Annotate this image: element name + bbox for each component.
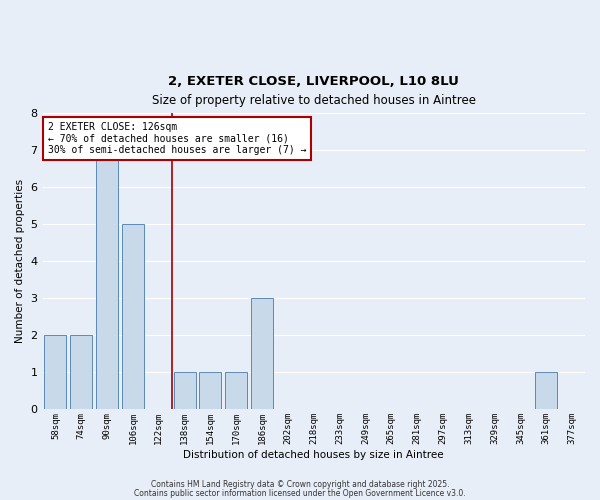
Y-axis label: Number of detached properties: Number of detached properties <box>15 179 25 343</box>
Text: Size of property relative to detached houses in Aintree: Size of property relative to detached ho… <box>152 94 476 107</box>
Bar <box>173 372 196 410</box>
Text: 2 EXETER CLOSE: 126sqm
← 70% of detached houses are smaller (16)
30% of semi-det: 2 EXETER CLOSE: 126sqm ← 70% of detached… <box>48 122 307 155</box>
X-axis label: Distribution of detached houses by size in Aintree: Distribution of detached houses by size … <box>184 450 444 460</box>
Bar <box>251 298 273 410</box>
Bar <box>44 336 67 409</box>
Bar <box>70 336 92 409</box>
Bar <box>199 372 221 410</box>
Bar <box>225 372 247 410</box>
Title: 2, EXETER CLOSE, LIVERPOOL, L10 8LU: 2, EXETER CLOSE, LIVERPOOL, L10 8LU <box>169 75 459 88</box>
Bar <box>96 150 118 409</box>
Text: Contains public sector information licensed under the Open Government Licence v3: Contains public sector information licen… <box>134 488 466 498</box>
Bar <box>535 372 557 410</box>
Bar <box>122 224 144 410</box>
Text: Contains HM Land Registry data © Crown copyright and database right 2025.: Contains HM Land Registry data © Crown c… <box>151 480 449 489</box>
